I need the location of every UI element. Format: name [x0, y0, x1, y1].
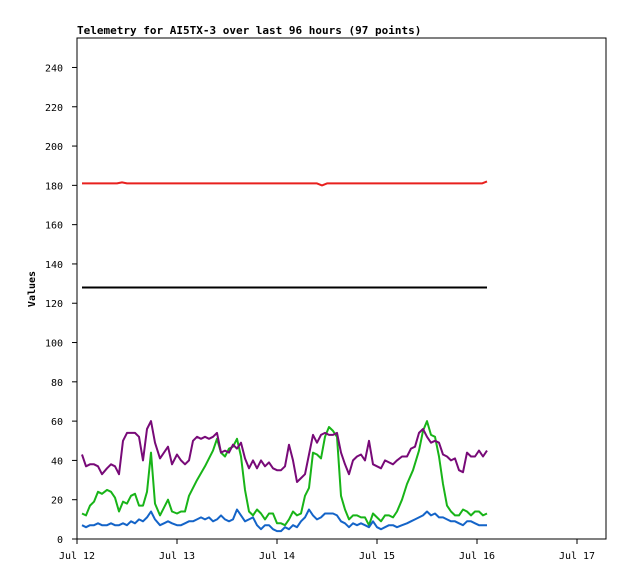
y-tick-label: 80: [51, 378, 63, 389]
plot-frame: [76, 37, 607, 540]
y-tick-label: 40: [51, 456, 63, 467]
series-line-red: [82, 180, 488, 187]
y-tick-label: 140: [45, 260, 63, 271]
x-tick-label: Jul 12: [59, 551, 95, 562]
x-tick-label: Jul 14: [259, 551, 295, 562]
y-tick-label: 120: [45, 299, 63, 310]
x-tick-label: Jul 16: [459, 551, 495, 562]
y-axis-ticks: 0 20 40 60 80 100 120 140 160 180 200 220 240: [45, 63, 77, 546]
x-tick-label: Jul 15: [359, 551, 395, 562]
y-tick-label: 220: [45, 103, 63, 114]
y-tick-label: 100: [45, 339, 63, 350]
y-tick-label: 240: [45, 63, 63, 74]
y-tick-label: 20: [51, 496, 63, 507]
x-axis-ticks: Jul 12 Jul 13 Jul 14 Jul 15 Jul 16 Jul 17: [59, 539, 595, 562]
series-line-blue: [81, 508, 487, 533]
x-tick-label: Jul 13: [159, 551, 195, 562]
chart-title: Telemetry for AI5TX-3 over last 96 hours…: [77, 24, 421, 37]
y-tick-label: 180: [45, 181, 63, 192]
y-tick-label: 200: [45, 142, 63, 153]
y-tick-label: 0: [57, 535, 63, 546]
series-line-purple: [81, 420, 488, 483]
series-layer: [81, 180, 488, 533]
y-tick-label: 160: [45, 221, 63, 232]
y-axis-label: Values: [27, 271, 38, 307]
x-tick-label: Jul 17: [559, 551, 595, 562]
y-tick-label: 60: [51, 417, 63, 428]
